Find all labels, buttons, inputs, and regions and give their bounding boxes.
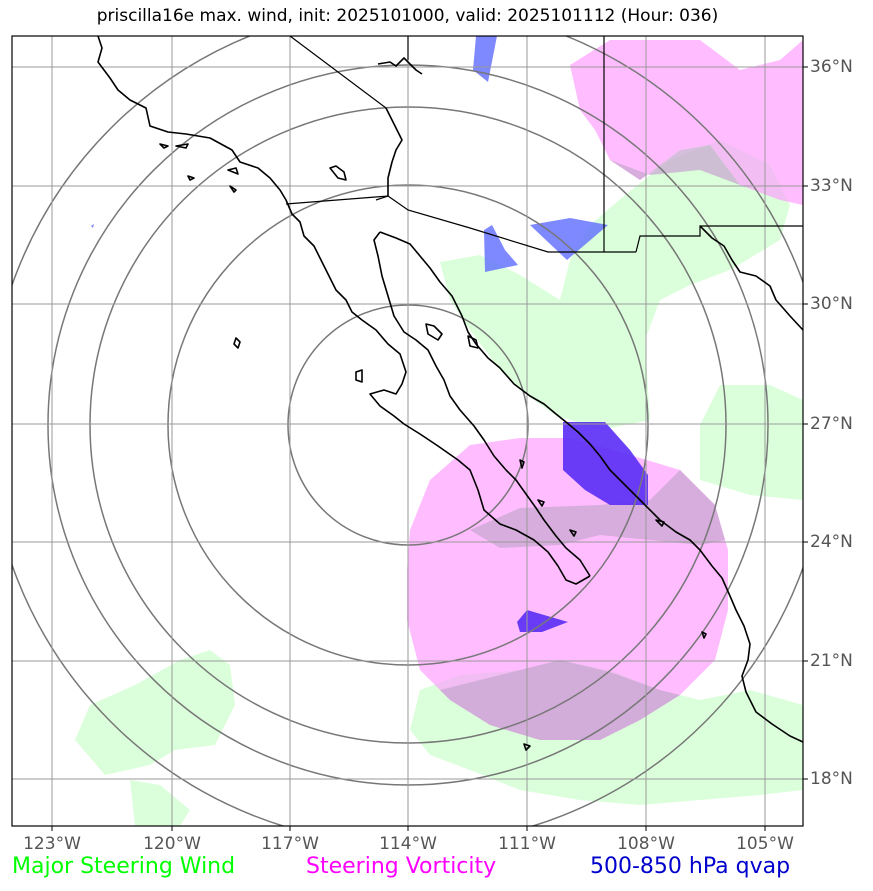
borders: [285, 36, 803, 253]
coastlines: [97, 36, 803, 751]
wind-area-east: [700, 385, 803, 500]
qvap-area-nevada: [473, 36, 497, 82]
island-1: [229, 185, 237, 193]
lon-label-114w: 114°W: [379, 834, 437, 854]
island-san-clemente: [329, 165, 347, 181]
island-2: [187, 175, 195, 181]
island-4: [175, 143, 189, 149]
lon-label-117w: 117°W: [261, 834, 319, 854]
vorticity-area-north: [570, 40, 803, 205]
qvap-area-pacific-speck: [91, 224, 94, 228]
overlap-area-south: [440, 660, 700, 740]
island-gulf-2: [537, 499, 545, 507]
island-clarion: [523, 743, 531, 751]
island-angel-guarda: [467, 335, 479, 349]
island-cedros: [355, 369, 363, 383]
lon-label-105w: 105°W: [736, 834, 794, 854]
tick-marks: [51, 66, 808, 831]
legend-steering-vorticity: Steering Vorticity: [306, 854, 497, 879]
island-catalina: [227, 167, 239, 175]
island-tiburon: [425, 323, 443, 341]
lon-label-120w: 120°W: [143, 834, 201, 854]
pacific-coastline: [97, 36, 591, 585]
coast-detail-north: [377, 57, 423, 75]
lat-label-18n: 18°N: [810, 769, 853, 789]
ca-nv-border: [289, 36, 387, 109]
gulf-east-coast: [379, 231, 803, 743]
lat-label-36n: 36°N: [810, 57, 853, 77]
lat-label-33n: 33°N: [810, 176, 853, 196]
legend-qvap: 500-850 hPa qvap: [590, 854, 791, 879]
qvap-area-gulf: [517, 610, 568, 632]
us-mexico-border: [285, 195, 636, 253]
qvap-area-border: [484, 225, 518, 272]
lon-label-108w: 108°W: [617, 834, 675, 854]
island-gulf-3: [569, 529, 577, 537]
overlap-areas: [440, 145, 740, 740]
lat-label-30n: 30°N: [810, 294, 853, 314]
lat-label-24n: 24°N: [810, 532, 853, 552]
lon-label-111w: 111°W: [498, 834, 556, 854]
overlap-area-center: [470, 470, 725, 548]
island-gulf-1: [519, 459, 525, 469]
island-3: [159, 143, 169, 149]
wind-area-southwest: [130, 780, 190, 826]
lat-label-21n: 21°N: [810, 651, 853, 671]
island-guadalupe: [233, 337, 241, 349]
wind-area-west: [75, 650, 235, 775]
overlap-area-north: [610, 145, 740, 185]
mainland-east-coast: [699, 225, 803, 331]
baja-state-border: [375, 195, 389, 201]
nm-tx-border: [635, 225, 803, 253]
gridlines: [12, 36, 803, 826]
map-title: priscilla16e max. wind, init: 2025101000…: [96, 6, 719, 26]
lon-label-123w: 123°W: [23, 834, 81, 854]
qvap-area-arizona: [530, 218, 608, 260]
coast-detail-la-to-sd: [385, 107, 403, 196]
lat-label-27n: 27°N: [810, 414, 853, 434]
island-tres-marias: [655, 519, 665, 527]
legend-steering-wind: Major Steering Wind: [12, 854, 236, 879]
island-socorro: [701, 631, 707, 639]
gulf-west-coast: [373, 231, 591, 577]
